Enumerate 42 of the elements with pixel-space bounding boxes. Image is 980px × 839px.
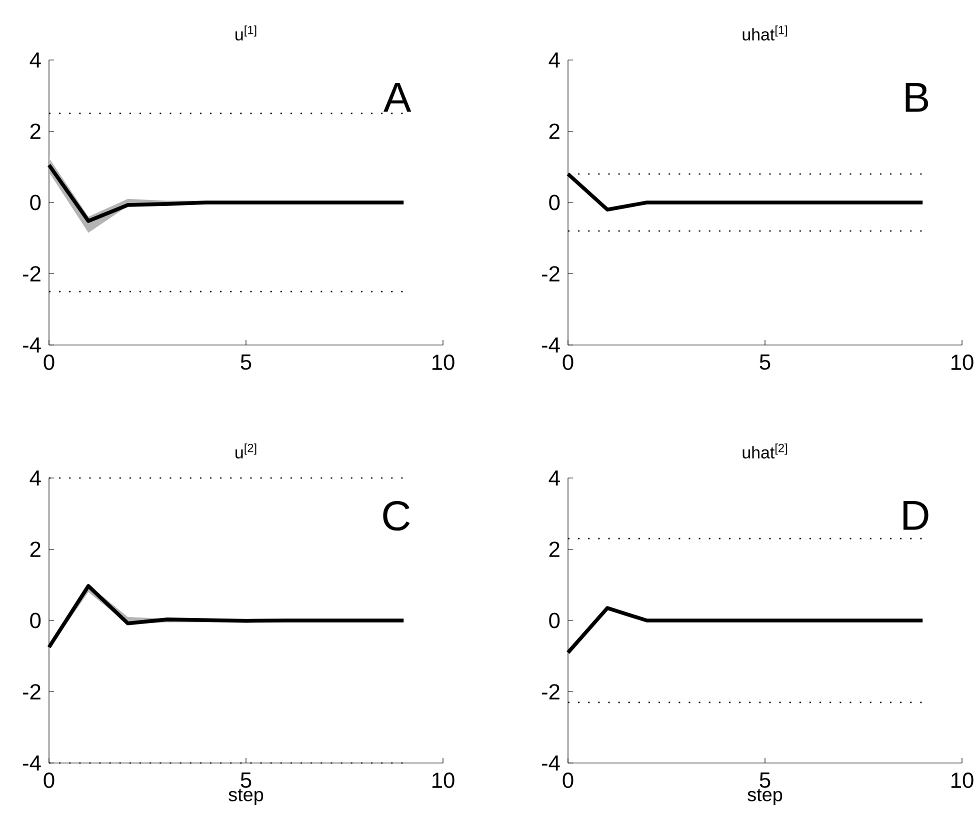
x-tick-label: 5 [760, 772, 770, 788]
x-tick-label: 10 [951, 772, 974, 788]
y-tick-label: 0 [549, 194, 560, 210]
y-tick-label: -2 [542, 266, 560, 282]
x-tick-label: 5 [240, 354, 252, 370]
x-axis-title: step [228, 788, 264, 806]
y-tick-label: -2 [542, 684, 560, 700]
y-tick-label: 4 [30, 52, 41, 68]
chart-title: uhat$^{[1]}$ [742, 25, 787, 41]
y-tick-label: -4 [22, 337, 41, 353]
chart-title: u$^{[2]}$ [236, 444, 256, 459]
y-tick-label: 2 [30, 124, 40, 139]
y-tick-label: 0 [30, 194, 41, 210]
x-tick-label: 5 [240, 772, 252, 788]
x-tick-label: 5 [760, 354, 770, 370]
y-tick-label: 4 [30, 470, 41, 486]
x-tick-label: 0 [44, 354, 54, 370]
annotation: A [383, 83, 412, 112]
y-tick-label: 0 [30, 612, 41, 628]
y-tick-label: -4 [22, 755, 41, 771]
x-tick-label: 0 [562, 354, 574, 370]
x-tick-label: 10 [951, 354, 974, 370]
y-tick-label: 0 [549, 612, 560, 628]
y-tick-label: -2 [22, 266, 40, 282]
chart-title: uhat$^{[2]}$ [742, 444, 787, 459]
y-tick-label: -4 [542, 337, 560, 353]
annotation: D [904, 501, 928, 530]
chart-title: u$^{[1]}$ [236, 25, 256, 41]
x-tick-label: 0 [562, 772, 574, 788]
y-tick-label: -2 [22, 684, 40, 700]
annotation: B [906, 83, 928, 112]
x-tick-label: 10 [432, 772, 454, 788]
x-tick-label: 0 [44, 772, 54, 788]
annotation: C [383, 501, 410, 531]
y-tick-label: 2 [30, 542, 40, 557]
y-tick-label: 2 [549, 542, 560, 557]
x-tick-label: 10 [432, 354, 454, 370]
y-tick-label: 4 [548, 52, 560, 68]
x-axis-title: step [748, 788, 782, 806]
y-tick-label: 2 [549, 124, 560, 139]
y-tick-label: 4 [548, 470, 560, 486]
y-tick-label: -4 [542, 755, 560, 771]
